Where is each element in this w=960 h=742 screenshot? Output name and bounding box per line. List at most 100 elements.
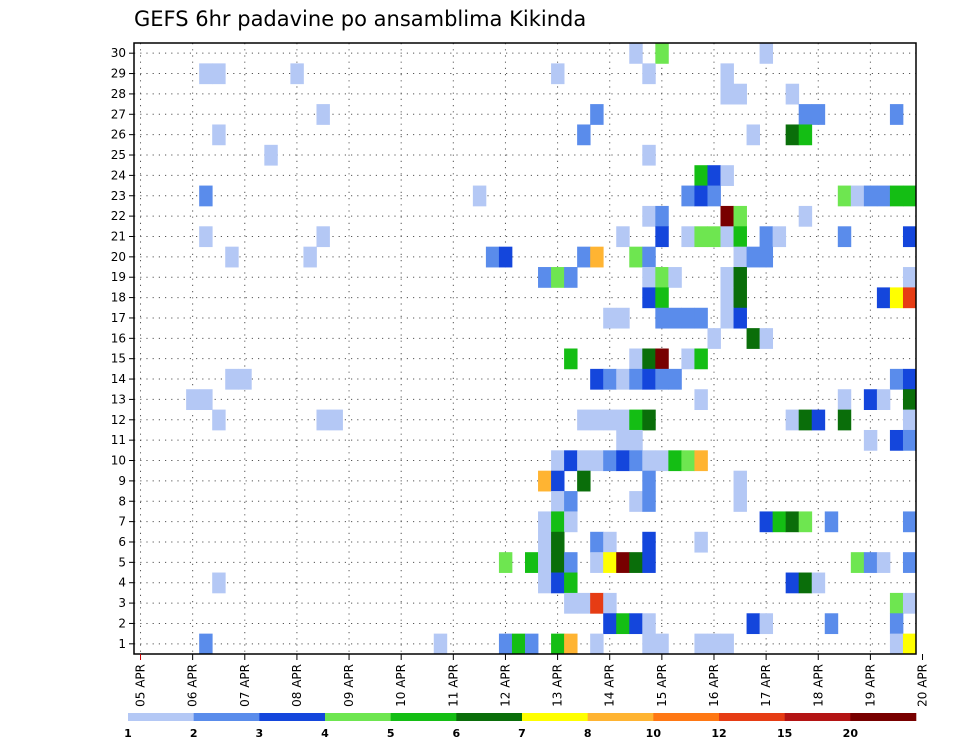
colorbar-label: 3 [256, 727, 264, 740]
heatmap-cell [603, 592, 617, 614]
heatmap-cell [902, 429, 917, 451]
heatmap-cell [642, 205, 656, 227]
heatmap-cell [889, 613, 904, 635]
heatmap-cell [642, 144, 656, 166]
heatmap-cell [629, 368, 643, 390]
heatmap-cell [681, 307, 695, 329]
colorbar-segment [850, 713, 917, 721]
heatmap-cell [642, 470, 656, 492]
heatmap-cell [564, 348, 578, 370]
heatmap-cell [785, 572, 800, 594]
y-tick-label: 18 [111, 291, 126, 305]
heatmap-cell [590, 592, 604, 614]
heatmap-cell [746, 328, 760, 349]
colorbar-label: 5 [387, 727, 395, 740]
heatmap-cell [642, 287, 656, 309]
y-tick-label: 23 [111, 189, 126, 203]
heatmap-cell [694, 633, 708, 655]
heatmap-cell [902, 368, 917, 390]
heatmap-cell [759, 328, 774, 349]
x-tick-label: 13 APR [551, 664, 565, 707]
heatmap-cell [212, 63, 226, 85]
y-tick-label: 3 [118, 596, 126, 610]
heatmap-cell [655, 287, 669, 309]
heatmap-cell [655, 368, 669, 390]
heatmap-cell [538, 267, 552, 288]
heatmap-cell [889, 592, 904, 614]
heatmap-cell [707, 633, 721, 655]
heatmap-cell [733, 470, 747, 492]
heatmap-cell [551, 491, 565, 512]
heatmap-cell [603, 307, 617, 329]
heatmap-cell [824, 613, 839, 635]
heatmap-cell [590, 368, 604, 390]
y-axis: 1234567891011121314151617181920212223242… [111, 46, 134, 651]
heatmap-cell [889, 104, 904, 125]
colorbar-label: 7 [518, 727, 526, 740]
heatmap-cell [811, 572, 826, 594]
heatmap-cell [551, 267, 565, 288]
heatmap-cell [902, 389, 917, 410]
heatmap-cell [694, 348, 708, 370]
x-tick-label: 15 APR [655, 664, 669, 707]
heatmap-cell [551, 572, 565, 594]
y-tick-label: 16 [111, 331, 126, 345]
heatmap-cell [564, 267, 578, 288]
heatmap-cell [303, 246, 317, 268]
heatmap-cell [876, 389, 891, 410]
heatmap-cell [616, 307, 630, 329]
heatmap-cell [772, 511, 787, 533]
heatmap-cell [642, 267, 656, 288]
y-tick-label: 25 [111, 148, 126, 162]
colorbar-label: 2 [190, 727, 198, 740]
x-tick-label: 14 APR [603, 664, 617, 707]
colorbar-segment [193, 713, 260, 721]
heatmap-cell [655, 205, 669, 227]
y-tick-label: 8 [118, 494, 126, 508]
heatmap-cell [642, 348, 656, 370]
heatmap-cell [564, 572, 578, 594]
heatmap-cell [551, 63, 565, 85]
heatmap-cell [681, 226, 695, 248]
heatmap-cell [551, 511, 565, 533]
y-tick-label: 2 [118, 616, 126, 630]
heatmap-cell [681, 348, 695, 370]
colorbar-segment [587, 713, 654, 721]
x-tick-label: 17 APR [759, 664, 773, 707]
heatmap-cell [902, 185, 917, 207]
heatmap-cell [694, 307, 708, 329]
heatmap-cell [616, 613, 630, 635]
heatmap-cell [863, 389, 878, 410]
heatmap-cell [720, 63, 734, 85]
heatmap-cell [642, 63, 656, 85]
y-tick-label: 30 [111, 46, 126, 60]
heatmap-cell [577, 246, 591, 268]
heatmap-cell [329, 409, 343, 431]
heatmap-cell [668, 307, 682, 329]
chart-title: GEFS 6hr padavine po ansamblima Kikinda [134, 7, 586, 31]
heatmap-cell [225, 246, 239, 268]
heatmap-cell [681, 185, 695, 207]
heatmap-cell [746, 613, 760, 635]
heatmap-cell [642, 450, 656, 472]
x-tick-label: 07 APR [238, 664, 252, 707]
heatmap-cell [863, 429, 878, 451]
heatmap-cell [590, 104, 604, 125]
heatmap-cell [785, 511, 800, 533]
heatmap-cell [577, 470, 591, 492]
y-tick-label: 1 [118, 637, 126, 651]
heatmap-cell [707, 226, 721, 248]
heatmap-cell [889, 429, 904, 451]
heatmap-cell [225, 368, 239, 390]
heatmap-cell [798, 124, 813, 146]
heatmap-cell [668, 450, 682, 472]
heatmap-cell [525, 633, 539, 655]
heatmap-cells [186, 43, 917, 655]
heatmap-cell [655, 307, 669, 329]
heatmap-cell [785, 83, 800, 105]
x-tick-label: 18 APR [811, 664, 825, 707]
heatmap-cell [199, 185, 213, 207]
heatmap-cell [837, 226, 852, 248]
heatmap-cell [655, 450, 669, 472]
